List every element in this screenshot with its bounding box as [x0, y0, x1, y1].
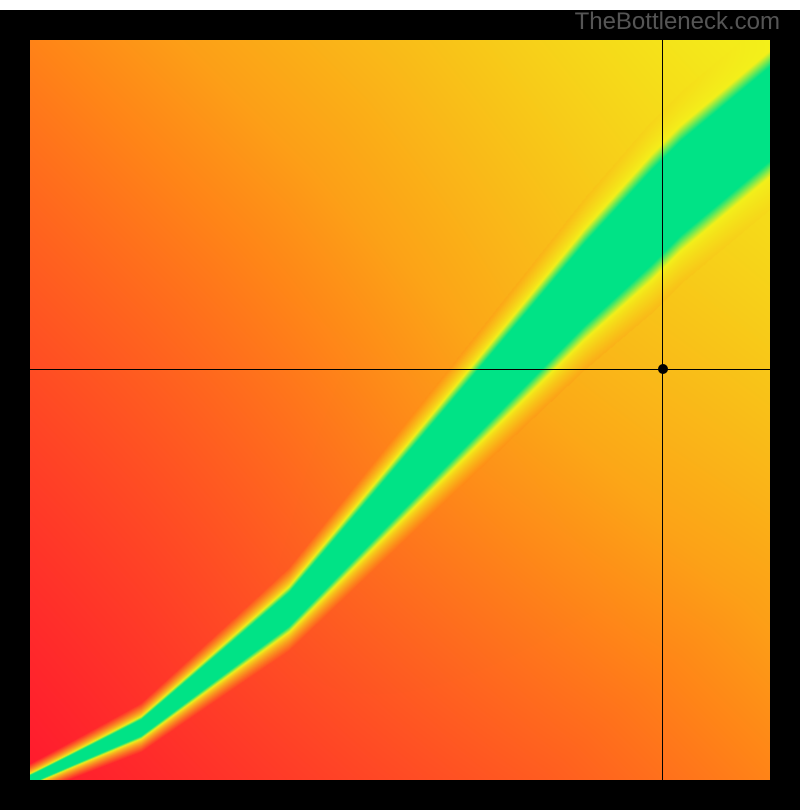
chart-container: TheBottleneck.com — [0, 0, 800, 800]
heatmap-canvas — [30, 40, 770, 780]
crosshair-vertical — [662, 40, 663, 780]
crosshair-marker — [658, 364, 668, 374]
watermark-text: TheBottleneck.com — [575, 8, 780, 36]
